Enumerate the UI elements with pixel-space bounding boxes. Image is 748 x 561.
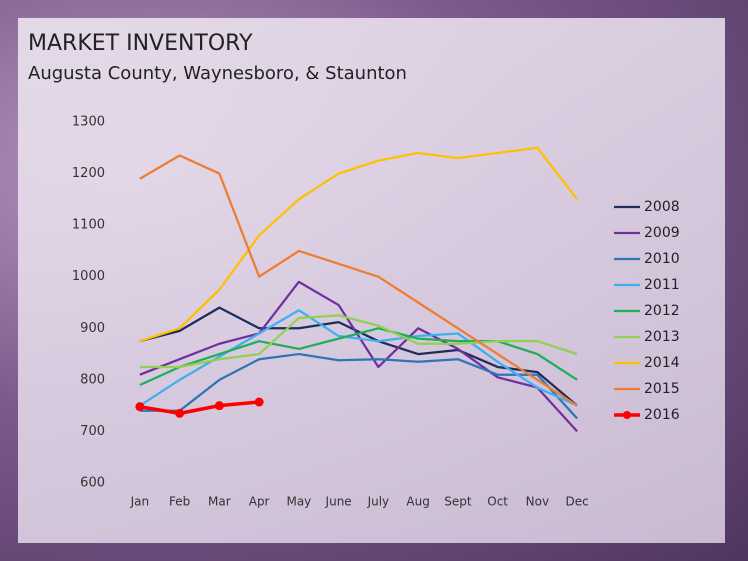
- legend-label: 2011: [644, 277, 680, 293]
- y-tick-label: 700: [80, 424, 105, 439]
- chart-title: MARKET INVENTORY: [28, 31, 253, 56]
- x-tick-label: Feb: [169, 495, 190, 509]
- series-marker: [254, 397, 264, 407]
- x-tick-label: Mar: [208, 495, 231, 509]
- x-tick-label: Apr: [249, 495, 270, 509]
- y-tick-label: 1300: [72, 115, 105, 130]
- x-tick-label: Oct: [487, 495, 508, 509]
- y-tick-label: 800: [80, 372, 105, 387]
- legend-label: 2014: [644, 355, 680, 371]
- y-tick-label: 900: [80, 321, 105, 336]
- legend-label: 2015: [644, 381, 680, 397]
- x-tick-label: Jan: [130, 495, 150, 509]
- panel: [18, 18, 725, 543]
- legend-marker: [623, 411, 631, 419]
- legend-label: 2008: [644, 199, 680, 215]
- legend-label: 2010: [644, 251, 680, 267]
- series-line: [139, 352, 578, 420]
- series-line: [139, 146, 579, 343]
- series-line: [139, 306, 578, 407]
- legend-label: 2009: [644, 225, 680, 241]
- legend-label: 2016: [644, 407, 680, 423]
- series-line: [139, 314, 578, 369]
- x-tick-label: Sept: [444, 495, 472, 509]
- legend-label: 2012: [644, 303, 680, 319]
- x-tick-label: July: [367, 495, 390, 509]
- y-tick-label: 600: [80, 476, 105, 491]
- series-line: [139, 154, 578, 407]
- series-line: [139, 280, 578, 433]
- x-tick-label: Aug: [406, 495, 429, 509]
- series-line: [139, 327, 578, 387]
- x-tick-label: May: [286, 495, 311, 509]
- legend-label: 2013: [644, 329, 680, 345]
- series-marker: [175, 408, 185, 418]
- series-marker: [135, 402, 145, 412]
- y-tick-label: 1200: [72, 166, 105, 181]
- x-tick-label: Nov: [526, 495, 549, 509]
- y-tick-label: 1000: [72, 269, 105, 284]
- series-line: [139, 400, 260, 416]
- x-tick-label: Dec: [566, 495, 589, 509]
- y-tick-label: 1100: [72, 218, 105, 233]
- x-tick-label: June: [325, 495, 352, 509]
- series-marker: [214, 401, 224, 411]
- chart-subtitle: Augusta County, Waynesboro, & Staunton: [28, 63, 407, 84]
